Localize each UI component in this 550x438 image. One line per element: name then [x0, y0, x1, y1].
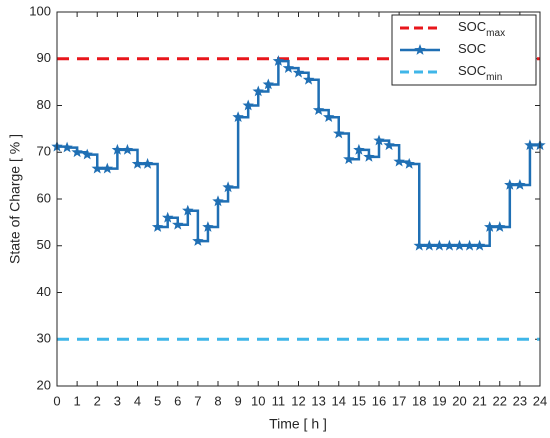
- star-marker: [111, 143, 124, 155]
- y-tick-label: 70: [37, 144, 51, 159]
- x-tick-label: 10: [251, 393, 265, 408]
- star-marker: [292, 66, 305, 78]
- star-marker: [463, 239, 476, 251]
- x-tick-label: 15: [352, 393, 366, 408]
- legend-label: SOCmax: [458, 19, 505, 38]
- star-marker: [473, 239, 486, 251]
- x-tick-label: 19: [432, 393, 446, 408]
- star-marker: [333, 127, 345, 139]
- star-marker: [272, 55, 285, 66]
- star-marker: [202, 221, 214, 232]
- legend-label: SOC: [458, 41, 486, 56]
- star-marker: [222, 181, 234, 193]
- x-tick-label: 14: [332, 393, 346, 408]
- legend-name: SOC: [458, 41, 486, 56]
- star-marker: [182, 204, 194, 216]
- y-tick-label: 40: [37, 284, 51, 299]
- star-marker: [252, 85, 264, 97]
- star-marker: [373, 134, 385, 146]
- star-marker: [101, 162, 113, 174]
- x-tick-label: 9: [235, 393, 242, 408]
- legend-marker: [414, 44, 426, 55]
- legend-name: SOC: [458, 63, 486, 78]
- star-marker: [81, 148, 93, 160]
- star-marker: [262, 78, 274, 90]
- x-tick-label: 12: [291, 393, 305, 408]
- y-tick-label: 30: [37, 331, 51, 346]
- legend-label: SOCmin: [458, 63, 502, 82]
- x-tick-label: 21: [472, 393, 486, 408]
- y-tick-label: 90: [37, 50, 51, 65]
- y-axis-label: State of Charge [ % ]: [7, 134, 23, 264]
- y-tick-label: 50: [37, 237, 51, 252]
- star-marker: [232, 111, 244, 122]
- y-tick-label: 60: [37, 190, 51, 205]
- star-marker: [131, 157, 144, 169]
- star-marker: [524, 139, 536, 151]
- legend-name: SOC: [458, 19, 486, 34]
- plot-frame: [56, 11, 541, 387]
- x-tick-label: 18: [412, 393, 426, 408]
- x-tick-label: 23: [513, 393, 527, 408]
- star-marker: [514, 179, 526, 190]
- legend-subscript: max: [486, 28, 505, 39]
- x-tick-label: 2: [94, 393, 101, 408]
- x-tick-label: 0: [53, 393, 60, 408]
- star-marker: [91, 162, 103, 174]
- star-marker: [413, 239, 425, 251]
- x-tick-label: 17: [392, 393, 406, 408]
- y-tick-label: 80: [37, 97, 51, 112]
- star-marker: [504, 179, 516, 190]
- star-marker: [162, 211, 174, 223]
- x-tick-label: 8: [214, 393, 221, 408]
- star-marker: [141, 157, 154, 169]
- y-tick-label: 20: [37, 377, 51, 392]
- star-marker: [453, 239, 466, 251]
- star-marker: [423, 239, 435, 251]
- star-marker: [484, 221, 496, 232]
- star-marker: [61, 141, 73, 153]
- star-marker: [383, 139, 395, 151]
- x-tick-label: 20: [452, 393, 466, 408]
- star-marker: [192, 235, 204, 246]
- star-marker: [363, 150, 375, 162]
- star-marker: [151, 221, 164, 232]
- x-tick-label: 16: [372, 393, 386, 408]
- star-marker: [121, 143, 134, 155]
- star-marker: [353, 143, 365, 155]
- x-tick-label: 5: [154, 393, 161, 408]
- star-marker: [433, 239, 446, 251]
- y-tick-label: 100: [29, 3, 51, 18]
- star-marker: [403, 157, 415, 169]
- star-marker: [312, 104, 325, 115]
- x-tick-label: 22: [493, 393, 507, 408]
- legend-subscript: min: [486, 72, 502, 83]
- x-axis-label: Time [ h ]: [269, 416, 327, 432]
- x-tick-label: 11: [272, 393, 286, 408]
- star-marker: [172, 218, 184, 230]
- star-marker: [242, 99, 254, 111]
- star-marker: [323, 111, 335, 122]
- star-marker: [343, 153, 355, 165]
- star-marker: [282, 62, 295, 73]
- star-marker: [494, 221, 506, 232]
- star-marker: [71, 146, 83, 158]
- x-tick-label: 24: [533, 393, 547, 408]
- star-marker: [212, 195, 224, 207]
- x-tick-label: 4: [134, 393, 141, 408]
- star-marker: [443, 239, 456, 251]
- x-tick-label: 3: [114, 393, 121, 408]
- x-tick-label: 6: [174, 393, 181, 408]
- x-tick-label: 13: [311, 393, 325, 408]
- x-tick-label: 1: [74, 393, 81, 408]
- x-tick-label: 7: [194, 393, 201, 408]
- star-marker: [302, 73, 315, 85]
- star-marker: [393, 155, 405, 167]
